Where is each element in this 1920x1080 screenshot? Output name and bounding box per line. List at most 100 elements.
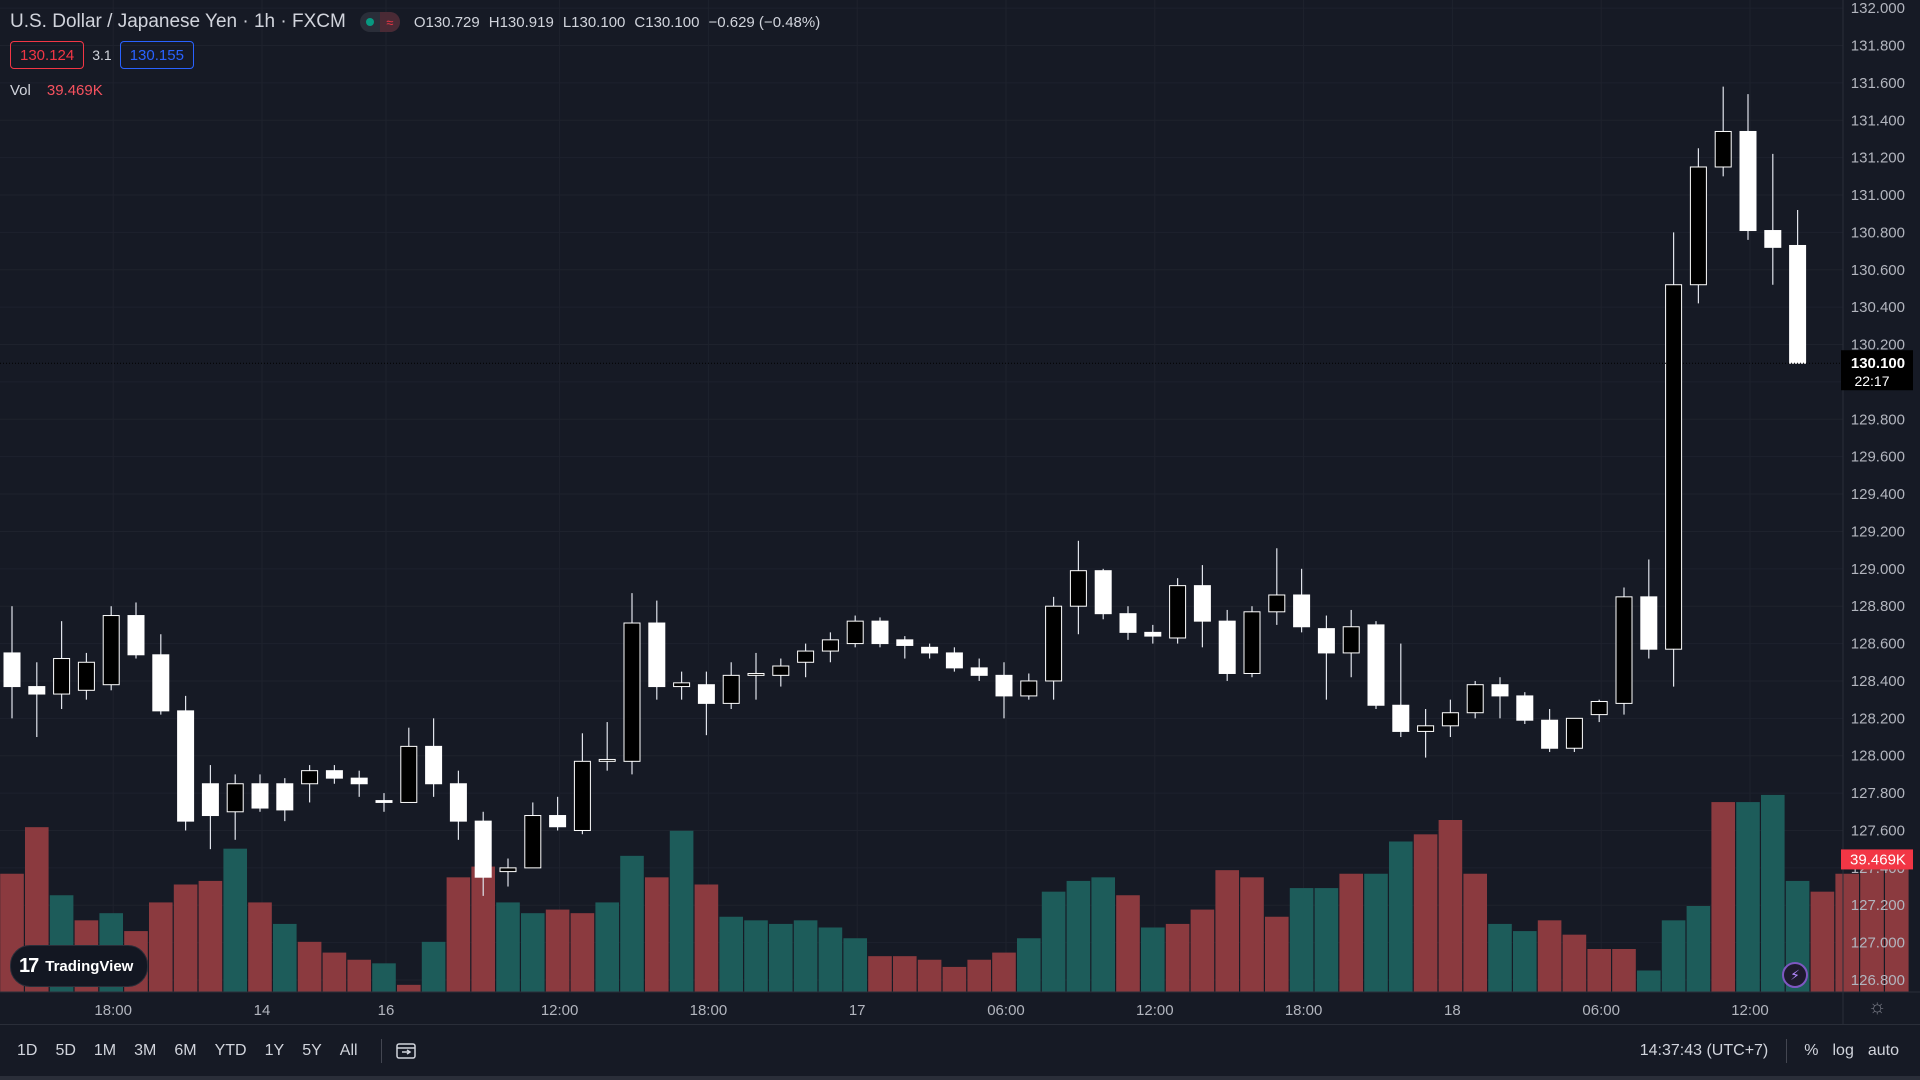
symbol-title[interactable]: U.S. Dollar / Japanese Yen · 1h · FXCM [10, 11, 346, 32]
tradingview-logo[interactable]: 17 TradingView [10, 945, 149, 987]
candle [1243, 606, 1261, 678]
range-button-5d[interactable]: 5D [55, 1042, 76, 1059]
goto-date-icon[interactable] [394, 1040, 418, 1062]
price-tick-label: 131.600 [1851, 75, 1905, 92]
time-tick-label: 12:00 [541, 1002, 579, 1019]
time-tick-label: 12:00 [1731, 1002, 1769, 1019]
volume-bar [1810, 891, 1835, 992]
candle-body [722, 674, 740, 704]
candle-body [573, 760, 591, 831]
volume-bar [1513, 931, 1537, 992]
candle-body [1243, 611, 1261, 674]
volume-bar [1736, 802, 1760, 992]
change-value: −0.629 (−0.48%) [708, 13, 821, 31]
range-button-6m[interactable]: 6M [174, 1042, 197, 1059]
bottom-toolbar: 1D 5D 1M 3M 6M YTD 1Y 5Y All 14:37:43 (UTC+7) % … [0, 1024, 1920, 1077]
scale-options: 14:37:43 (UTC+7) % log auto [1640, 1025, 1906, 1077]
gear-icon[interactable]: ☼ [1868, 996, 1887, 1018]
price-tick-label: 129.200 [1851, 523, 1905, 540]
range-button-all[interactable]: All [339, 1042, 358, 1059]
candle [251, 774, 269, 812]
volume-bar [719, 916, 743, 992]
candle-body [1441, 712, 1459, 727]
trade-buttons: 130.124 3.1 130.155 [10, 41, 194, 69]
candle-body [772, 665, 790, 676]
time-tick-label: 18 [1444, 1002, 1461, 1019]
volume-bar [223, 848, 247, 992]
range-button-ytd[interactable]: YTD [214, 1042, 247, 1059]
range-button-1d[interactable]: 1D [17, 1042, 38, 1059]
candle-body [995, 674, 1013, 697]
candle-body [846, 620, 864, 645]
candle [846, 615, 864, 648]
volume-bar [818, 927, 843, 992]
chart-area[interactable]: 132.000 131.800 131.600 131.400 131.200 131.0… [0, 0, 1920, 1024]
volume-bar [1017, 938, 1041, 992]
candlestick-chart[interactable]: 132.000 131.800 131.600 131.400 131.200 131.0… [0, 0, 1920, 1024]
candle [1169, 578, 1187, 644]
candle [1342, 609, 1360, 678]
price-tick-label: 126.800 [1851, 972, 1905, 989]
price-tick-label: 128.200 [1851, 710, 1905, 727]
candle [1590, 699, 1608, 723]
volume-bar [1637, 970, 1661, 992]
candle-body [1615, 596, 1633, 704]
volume-legend-value: 39.469K [46, 82, 103, 99]
price-tick-label: 132.000 [1851, 0, 1905, 17]
percent-scale-toggle[interactable]: % [1804, 1042, 1819, 1059]
last-price-box [1841, 350, 1913, 391]
volume-bar [173, 884, 198, 992]
price-tick-label: 127.600 [1851, 822, 1905, 839]
timezone-clock[interactable]: 14:37:43 (UTC+7) [1639, 1042, 1769, 1059]
candle-body [251, 783, 269, 809]
volume-bar [1438, 820, 1463, 992]
candle-body [524, 815, 542, 869]
candle [1665, 232, 1683, 687]
volume-bar [1165, 923, 1190, 992]
sell-button[interactable]: 130.124 [10, 41, 85, 69]
tradingview-logo-text: TradingView [45, 957, 134, 975]
volume-legend[interactable]: Vol 39.469K [10, 82, 103, 99]
time-tick-label: 12:00 [1136, 1002, 1174, 1019]
volume-bar [669, 830, 694, 992]
candle [697, 671, 715, 736]
candle-body [1342, 626, 1360, 654]
candle-body [945, 652, 963, 669]
candle-body [1516, 695, 1534, 721]
volume-bar [1661, 920, 1686, 992]
log-scale-toggle[interactable]: log [1832, 1042, 1854, 1059]
volume-bar [793, 920, 818, 992]
range-button-1y[interactable]: 1Y [264, 1042, 285, 1059]
auto-scale-toggle[interactable]: auto [1867, 1042, 1899, 1059]
volume-bar [992, 952, 1016, 992]
candle-body [1665, 284, 1683, 650]
volume-bar [1885, 859, 1909, 992]
low-value: 130.100 [571, 13, 626, 31]
market-status[interactable]: ≈ [359, 12, 400, 32]
volume-bar [1413, 834, 1438, 992]
volume-bar [471, 866, 495, 992]
time-tick-label: 16 [378, 1002, 395, 1019]
candle-body [1392, 704, 1410, 732]
wave-icon: ≈ [379, 12, 400, 32]
lightning-icon[interactable]: ⚡ [1782, 962, 1808, 988]
buy-button[interactable]: 130.155 [119, 41, 194, 69]
price-tick-label: 129.000 [1851, 561, 1905, 578]
candle [1069, 540, 1087, 635]
price-tick-label: 128.800 [1851, 598, 1905, 615]
range-button-5y[interactable]: 5Y [302, 1042, 322, 1059]
range-button-1m[interactable]: 1M [93, 1042, 117, 1059]
volume-bar [1537, 920, 1562, 992]
candle-body [1466, 684, 1484, 714]
bottom-edge [0, 1076, 1920, 1080]
candle-body [177, 710, 195, 822]
range-button-3m[interactable]: 3M [134, 1042, 157, 1059]
time-tick-label: 18:00 [1285, 1002, 1323, 1019]
volume-bar [1289, 888, 1314, 992]
volume-bar [694, 884, 719, 992]
candle-body [276, 783, 294, 811]
price-tick-label: 131.400 [1851, 112, 1905, 129]
volume-bar [421, 941, 446, 992]
candle [499, 858, 517, 887]
volume-bar [843, 938, 867, 992]
